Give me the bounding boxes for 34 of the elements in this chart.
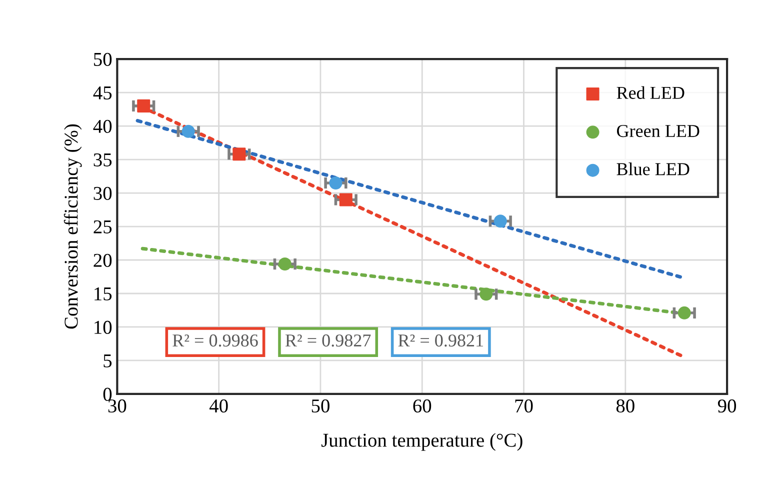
point	[480, 288, 493, 301]
y-tick-label: 20	[94, 254, 112, 267]
y-tick-label: 30	[94, 186, 112, 200]
annotation: R² = 0.9821	[398, 334, 483, 347]
x-tick-label: 70	[515, 399, 533, 413]
x-tick-label: 90	[718, 399, 736, 413]
point	[137, 99, 150, 112]
legend-label: Blue LED	[616, 162, 690, 176]
y-tick-label: 0	[103, 388, 112, 401]
x-axis-title: Junction temperature (°C)	[321, 433, 522, 451]
point	[278, 258, 292, 271]
y-tick-label: 35	[94, 153, 112, 166]
x-tick-label: 60	[413, 399, 432, 413]
y-tick-label: 50	[94, 52, 112, 66]
x-tick-label: 80	[616, 399, 634, 413]
legend-label: Green LED	[616, 124, 700, 138]
y-tick-label: 10	[94, 320, 112, 334]
annotation: R² = 0.9986	[172, 334, 258, 347]
point	[232, 148, 246, 161]
legend-label: Red LED	[616, 86, 684, 99]
y-axis-title: Conversion efficiency (%)	[64, 124, 82, 329]
point	[182, 124, 195, 138]
annotation: R² = 0.9827	[285, 334, 371, 347]
point	[678, 306, 691, 320]
point	[494, 214, 507, 228]
y-tick-label: 45	[93, 86, 112, 100]
y-tick-label: 40	[93, 120, 112, 133]
y-tick-label: 5	[104, 354, 112, 368]
x-tick-label: 40	[209, 399, 228, 413]
y-tick-label: 15	[94, 287, 112, 300]
point	[329, 176, 342, 190]
y-tick-label: 25	[94, 220, 112, 234]
x-tick-label: 50	[312, 399, 330, 413]
point	[339, 193, 352, 206]
